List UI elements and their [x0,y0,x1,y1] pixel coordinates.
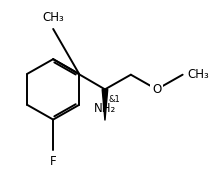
Text: NH₂: NH₂ [94,102,116,115]
Text: F: F [50,155,57,168]
Polygon shape [102,89,108,120]
Text: CH₃: CH₃ [188,68,210,81]
Text: O: O [152,83,161,96]
Text: CH₃: CH₃ [42,11,64,24]
Text: &1: &1 [108,95,120,104]
